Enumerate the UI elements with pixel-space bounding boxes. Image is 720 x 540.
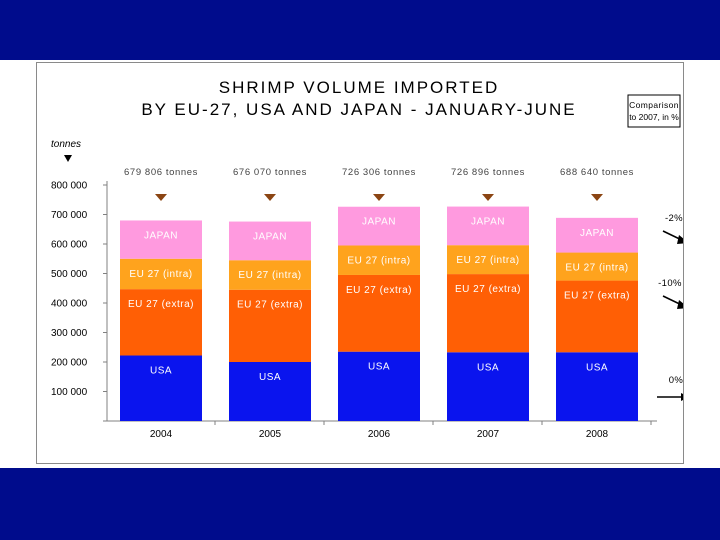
bar-segment-eu_intra-2005 <box>229 260 311 290</box>
bar-segment-label: USA <box>150 366 172 377</box>
bar-segment-japan-2004 <box>120 220 202 259</box>
comparison-label: 0% <box>669 375 683 386</box>
bar-segment-usa-2007 <box>447 352 529 421</box>
bar-segment-label: EU 27 (intra) <box>565 263 628 274</box>
bar-segment-eu_intra-2004 <box>120 258 202 290</box>
bar-segment-label: JAPAN <box>471 217 505 228</box>
total-label: 679 806 tonnes <box>124 167 198 178</box>
bar-segment-label: EU 27 (extra) <box>128 299 194 310</box>
x-tick-label: 2004 <box>150 429 173 440</box>
x-tick-label: 2008 <box>586 429 609 440</box>
bar-segment-label: EU 27 (extra) <box>237 300 303 311</box>
bar-segment-label: USA <box>259 372 281 383</box>
bar-segment-eu_extra-2007 <box>447 274 529 353</box>
bar-segment-usa-2008 <box>556 352 638 421</box>
bar-segment-usa-2006 <box>338 351 420 421</box>
comparison-box-line1: Comparison <box>629 100 679 110</box>
total-marker <box>155 194 167 201</box>
slide: SHRIMP VOLUME IMPORTED BY EU-27, USA AND … <box>0 60 720 468</box>
bar-segment-label: EU 27 (extra) <box>346 285 412 296</box>
bar-segment-label: EU 27 (extra) <box>564 291 630 302</box>
bar-segment-label: JAPAN <box>253 232 287 243</box>
y-tick-label: 300 000 <box>51 328 88 339</box>
comparison-arrow-head <box>677 235 683 244</box>
comparison-label: -10% <box>658 278 682 289</box>
bar-segment-label: EU 27 (extra) <box>455 284 521 295</box>
bar-segment-label: JAPAN <box>144 230 178 241</box>
bar-segment-japan-2008 <box>556 217 638 253</box>
comparison-arrow <box>662 295 683 307</box>
total-marker <box>591 194 603 201</box>
y-tick-label: 600 000 <box>51 240 88 251</box>
bar-segment-usa-2004 <box>120 355 202 421</box>
bar-segment-usa-2005 <box>229 362 311 421</box>
chart-title-line2: BY EU-27, USA AND JAPAN - JANUARY-JUNE <box>141 100 576 119</box>
bar-segment-label: USA <box>586 362 608 373</box>
bar-segment-eu_intra-2008 <box>556 252 638 281</box>
y-tick-label: 100 000 <box>51 387 88 398</box>
chart-title-line1: SHRIMP VOLUME IMPORTED <box>219 78 499 97</box>
bar-segment-eu_intra-2007 <box>447 245 529 275</box>
chart-frame: SHRIMP VOLUME IMPORTED BY EU-27, USA AND … <box>36 62 684 464</box>
bar-segment-label: EU 27 (intra) <box>129 269 192 280</box>
bar-segment-label: USA <box>368 362 390 373</box>
y-axis-label: tonnes <box>51 139 81 150</box>
comparison-arrow-head <box>677 300 683 309</box>
y-tick-label: 200 000 <box>51 358 88 369</box>
bar-segment-eu_extra-2008 <box>556 280 638 353</box>
x-tick-label: 2006 <box>368 429 391 440</box>
chart: SHRIMP VOLUME IMPORTED BY EU-27, USA AND … <box>51 78 683 440</box>
x-tick-label: 2007 <box>477 429 500 440</box>
bar-segment-eu_extra-2006 <box>338 274 420 352</box>
total-marker <box>264 194 276 201</box>
comparison-box <box>627 94 681 128</box>
total-marker <box>373 194 385 201</box>
bar-segment-japan-2005 <box>229 221 311 261</box>
bar-segment-japan-2007 <box>447 206 529 246</box>
bar-segment-eu_intra-2006 <box>338 245 420 275</box>
y-tick-label: 700 000 <box>51 210 88 221</box>
comparison-box-line2: to 2007, in % <box>629 112 679 122</box>
bar-segment-eu_extra-2005 <box>229 289 311 362</box>
y-tick-label: 800 000 <box>51 181 88 192</box>
bar-segment-label: USA <box>477 362 499 373</box>
bar-segment-label: JAPAN <box>580 228 614 239</box>
bar-segment-label: EU 27 (intra) <box>238 270 301 281</box>
total-label: 688 640 tonnes <box>560 167 634 178</box>
y-axis-label-arrow <box>64 155 72 162</box>
total-label: 726 896 tonnes <box>451 167 525 178</box>
comparison-arrow <box>662 230 683 242</box>
bar-segment-eu_extra-2004 <box>120 289 202 356</box>
bar-segment-label: EU 27 (intra) <box>456 255 519 266</box>
total-label: 726 306 tonnes <box>342 167 416 178</box>
bar-segment-japan-2006 <box>338 206 420 246</box>
bar-segment-label: JAPAN <box>362 217 396 228</box>
comparison-label: -2% <box>665 213 683 224</box>
y-tick-label: 400 000 <box>51 299 88 310</box>
bar-segment-label: EU 27 (intra) <box>347 255 410 266</box>
y-tick-label: 500 000 <box>51 269 88 280</box>
total-label: 676 070 tonnes <box>233 167 307 178</box>
total-marker <box>482 194 494 201</box>
x-tick-label: 2005 <box>259 429 282 440</box>
comparison-arrow-head <box>681 393 683 401</box>
